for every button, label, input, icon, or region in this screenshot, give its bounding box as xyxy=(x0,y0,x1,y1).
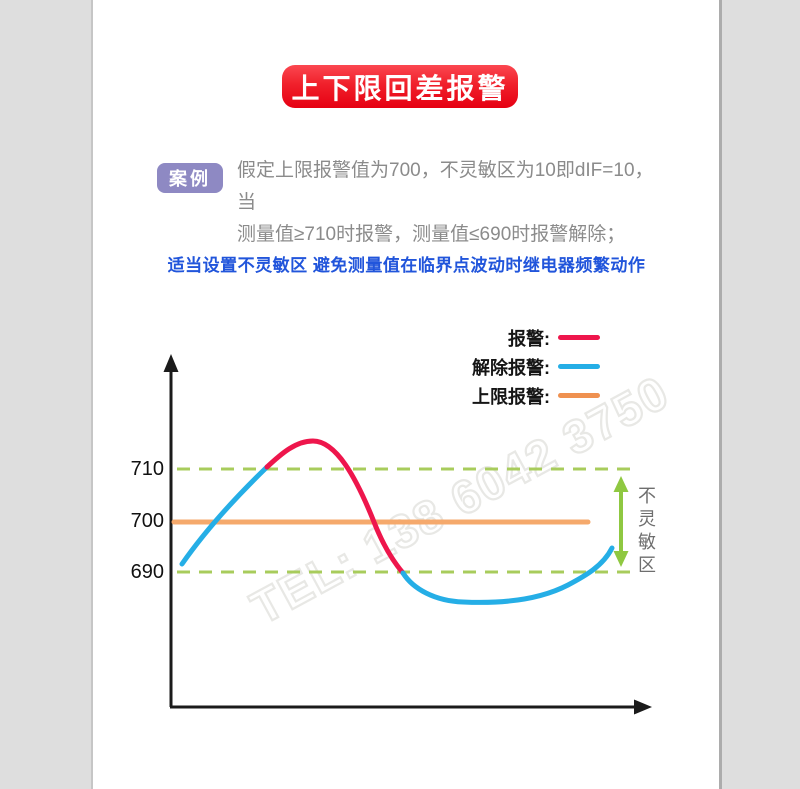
legend-swatch-release xyxy=(558,364,600,369)
curve-alarm-segment xyxy=(264,438,406,576)
legend-label-alarm: 报警: xyxy=(508,328,550,349)
chart-legend: 报警: 解除报警: 上限报警: xyxy=(430,323,600,410)
deadband-label: 不灵敏区 xyxy=(636,486,656,578)
deadband-arrow-top-icon xyxy=(613,476,629,492)
axis-lines xyxy=(169,367,640,709)
y-tick-690: 690 xyxy=(130,561,164,583)
legend-label-release: 解除报警: xyxy=(472,357,550,378)
legend-item-upper-limit: 上限报警: xyxy=(430,381,600,410)
case-line-2: 测量值≥710时报警，测量值≤690时报警解除； xyxy=(237,224,626,245)
slogan: 适当设置不灵敏区 避免测量值在临界点波动时继电器频繁动作 xyxy=(167,256,646,275)
legend-swatch-upper-limit xyxy=(558,393,600,398)
page-title: 上下限回差报警 xyxy=(291,72,509,104)
content-panel xyxy=(91,0,722,789)
title-banner: 上下限回差报警 xyxy=(282,65,518,108)
y-axis-arrow-icon xyxy=(163,354,179,372)
case-line-1: 假定上限报警值为700，不灵敏区为10即dIF=10，当 xyxy=(237,160,654,213)
deadband-arrow-bottom-icon xyxy=(613,551,629,567)
curve-release-segment-1 xyxy=(179,464,270,567)
y-tick-700: 700 xyxy=(130,510,164,532)
legend-item-alarm: 报警: xyxy=(430,323,600,352)
case-badge: 案例 xyxy=(157,163,223,193)
case-description: 假定上限报警值为700，不灵敏区为10即dIF=10，当 测量值≥710时报警，… xyxy=(237,155,667,251)
legend-swatch-alarm xyxy=(558,335,600,340)
legend-item-release: 解除报警: xyxy=(430,352,600,381)
y-tick-710: 710 xyxy=(130,458,164,480)
curve-release-segment-2 xyxy=(400,545,615,605)
x-axis-arrow-icon xyxy=(634,699,652,715)
legend-label-upper-limit: 上限报警: xyxy=(472,386,550,407)
